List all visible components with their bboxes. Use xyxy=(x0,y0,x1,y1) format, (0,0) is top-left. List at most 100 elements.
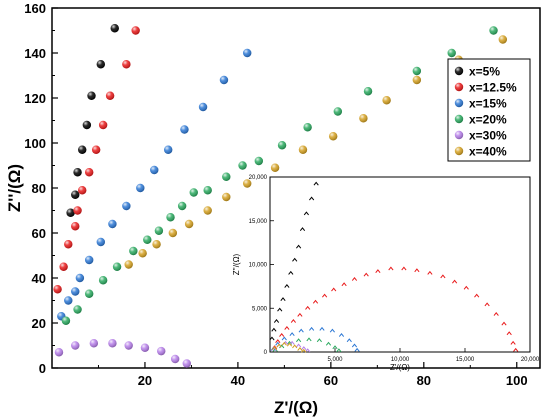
point-x-20-highlight xyxy=(254,156,264,166)
inset-y-tick-label: 5,000 xyxy=(252,306,268,312)
point-x-20-highlight xyxy=(489,26,498,35)
point-x-5-highlight xyxy=(78,145,87,154)
inset-point-series-2 xyxy=(388,266,394,271)
inset-y-tick-label: 20,000 xyxy=(249,175,268,181)
inset-point-series-2 xyxy=(322,293,328,298)
inset-point-series-2 xyxy=(401,266,407,271)
point-x-30-highlight xyxy=(54,348,64,357)
point-x-20-highlight xyxy=(84,289,94,298)
inset-point-series-1 xyxy=(303,211,309,216)
inset-x-tick-label: 10,000 xyxy=(391,357,410,363)
inset-point-series-5 xyxy=(296,343,302,348)
y-axis-title: Z''/(Ω) xyxy=(5,164,24,212)
inset-point-series-2 xyxy=(290,318,296,323)
point-x-40-highlight xyxy=(382,96,391,105)
point-x-20-highlight xyxy=(333,107,343,116)
inset-point-series-1 xyxy=(292,257,298,262)
legend-label-x-12-5: x=12.5% xyxy=(469,81,517,95)
point-x-20-highlight xyxy=(98,276,108,285)
point-x-40-highlight xyxy=(498,35,508,44)
inset-point-series-1 xyxy=(271,327,277,332)
inset-point-series-3 xyxy=(281,336,287,341)
point-x-40-highlight xyxy=(243,179,252,188)
legend-label-x-15: x=15% xyxy=(469,97,507,111)
legend-box xyxy=(447,58,531,162)
legend-marker-x-12-5-highlight xyxy=(454,82,464,92)
x-tick-label: 40 xyxy=(231,373,245,388)
inset-point-series-4 xyxy=(296,338,302,343)
inset-point-series-2 xyxy=(427,270,433,275)
point-x-40-highlight xyxy=(138,249,147,258)
inset-point-series-2 xyxy=(506,331,512,336)
inset-point-series-3 xyxy=(309,326,315,331)
point-x-15-highlight xyxy=(136,183,145,193)
inset-point-series-2 xyxy=(305,305,311,310)
point-x-20-highlight xyxy=(61,316,71,325)
inset-point-series-1 xyxy=(299,227,306,232)
legend-marker-x-40-highlight xyxy=(454,146,464,156)
y-tick-label: 100 xyxy=(24,136,46,151)
y-tick-label: 0 xyxy=(39,361,46,376)
legend-marker-x-5-highlight xyxy=(454,66,464,76)
inset-point-series-3 xyxy=(351,343,358,348)
point-x-40-highlight xyxy=(412,75,422,85)
point-x-30-highlight xyxy=(124,341,133,350)
inset-point-series-6 xyxy=(292,344,298,349)
point-x-20-highlight xyxy=(189,188,198,197)
point-x-20-highlight xyxy=(154,226,164,235)
point-x-20-highlight xyxy=(238,161,247,170)
inset-point-series-6 xyxy=(281,341,287,346)
inset-point-series-2 xyxy=(275,339,281,344)
point-x-12-5-highlight xyxy=(59,262,68,271)
point-x-40-highlight xyxy=(168,228,178,238)
point-x-12-5-highlight xyxy=(53,285,62,294)
inset-point-series-2 xyxy=(474,293,480,298)
point-x-40-highlight xyxy=(203,206,212,215)
legend-label-x-5: x=5% xyxy=(469,65,500,79)
point-x-15-highlight xyxy=(96,237,106,247)
point-x-5-highlight xyxy=(96,60,106,69)
inset-point-series-2 xyxy=(375,269,381,274)
point-x-15-highlight xyxy=(198,102,208,112)
legend-marker-x-15-highlight xyxy=(454,98,464,108)
inset-y-axis-title: Z''/(Ω) xyxy=(232,253,241,275)
legend-marker-x-20-highlight xyxy=(454,114,464,124)
inset-point-series-2 xyxy=(351,276,358,281)
inset-point-series-2 xyxy=(312,299,319,304)
y-tick-label: 160 xyxy=(24,1,46,16)
point-x-20-highlight xyxy=(363,87,373,96)
point-x-20-highlight xyxy=(203,186,212,195)
point-x-30-highlight xyxy=(170,354,180,364)
point-x-5-highlight xyxy=(82,120,92,130)
inset-point-series-3 xyxy=(329,328,335,333)
inset-point-series-2 xyxy=(363,272,369,277)
inset-point-series-1 xyxy=(280,297,286,302)
inset-point-series-1 xyxy=(296,244,302,249)
x-axis-title: Z'/(Ω) xyxy=(274,398,318,417)
inset-point-series-4 xyxy=(332,345,338,350)
inset-point-series-2 xyxy=(510,340,516,345)
point-x-15-highlight xyxy=(180,125,189,134)
y-tick-label: 60 xyxy=(32,226,46,241)
point-x-15-highlight xyxy=(219,75,229,85)
point-x-12-5-highlight xyxy=(98,120,108,130)
inset-point-series-2 xyxy=(513,347,519,352)
point-x-20-highlight xyxy=(112,262,122,271)
point-x-5-highlight xyxy=(73,168,82,177)
point-x-20-highlight xyxy=(303,123,312,132)
inset-y-tick-label: 15,000 xyxy=(249,219,268,225)
inset-point-series-4 xyxy=(325,341,332,346)
point-x-40-highlight xyxy=(152,240,161,249)
point-x-20-highlight xyxy=(177,201,187,211)
inset-point-series-2 xyxy=(331,287,337,292)
inset-x-axis-title: Z'/(Ω) xyxy=(390,363,410,372)
point-x-15-highlight xyxy=(150,165,159,175)
y-tick-label: 120 xyxy=(24,91,46,106)
y-tick-label: 40 xyxy=(32,271,46,286)
x-tick-label: 60 xyxy=(324,373,338,388)
inset-point-series-2 xyxy=(414,268,420,273)
point-x-5-highlight xyxy=(71,190,80,199)
legend: x=5% x=12.5% x=15% x=20% x=30% x=40% xyxy=(447,58,531,162)
inset-point-series-5 xyxy=(289,340,295,345)
inset-point-series-5 xyxy=(305,348,311,353)
